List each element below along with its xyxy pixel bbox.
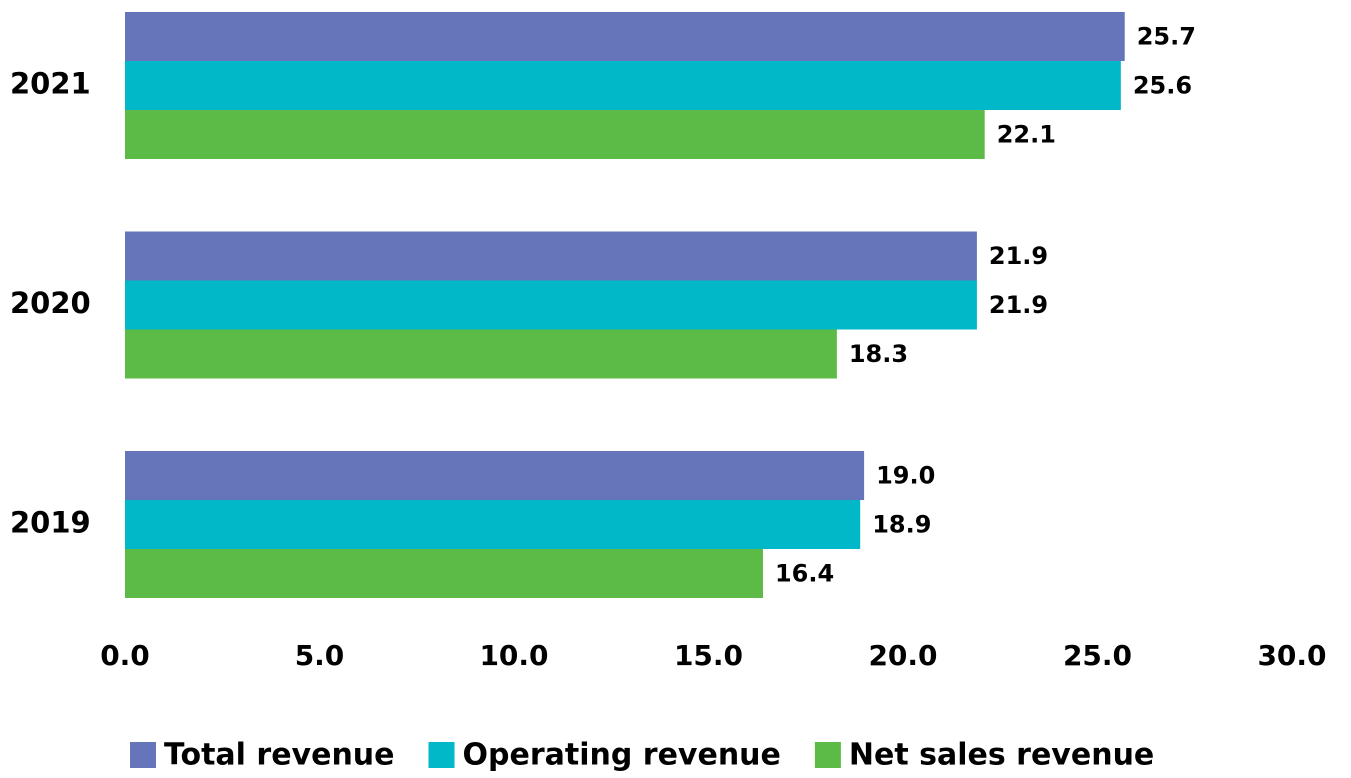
value-label: 22.1 (997, 121, 1056, 149)
value-label: 25.6 (1133, 72, 1192, 100)
legend-swatch (428, 742, 455, 768)
x-tick-label: 15.0 (674, 639, 743, 672)
bar (125, 110, 985, 159)
bar (125, 549, 763, 598)
legend-swatch (814, 742, 841, 768)
x-tick-label: 30.0 (1257, 639, 1326, 672)
legend-label: Operating revenue (463, 738, 781, 773)
y-tick-label: 2021 (10, 67, 91, 101)
bar (125, 280, 977, 330)
legend-label: Total revenue (164, 738, 395, 773)
bar (125, 231, 977, 281)
bar (125, 12, 1125, 61)
y-tick-label: 2020 (10, 286, 91, 320)
x-tick-label: 20.0 (868, 639, 937, 672)
bar (125, 500, 861, 549)
value-label: 21.9 (989, 291, 1048, 319)
value-label: 16.4 (775, 560, 834, 588)
legend-label: Net sales revenue (849, 738, 1154, 773)
bar (125, 329, 837, 379)
bar (125, 451, 865, 500)
legend-swatch (130, 742, 156, 768)
x-tick-label: 10.0 (479, 639, 548, 672)
value-label: 21.9 (989, 242, 1048, 270)
x-tick-label: 0.0 (100, 639, 150, 672)
value-label: 18.3 (849, 340, 908, 368)
value-label: 25.7 (1137, 23, 1196, 51)
value-label: 18.9 (872, 511, 931, 539)
y-tick-label: 2019 (10, 506, 91, 540)
value-label: 19.0 (876, 462, 935, 490)
x-tick-label: 5.0 (295, 639, 345, 672)
bar (125, 61, 1121, 110)
x-tick-label: 25.0 (1063, 639, 1132, 672)
